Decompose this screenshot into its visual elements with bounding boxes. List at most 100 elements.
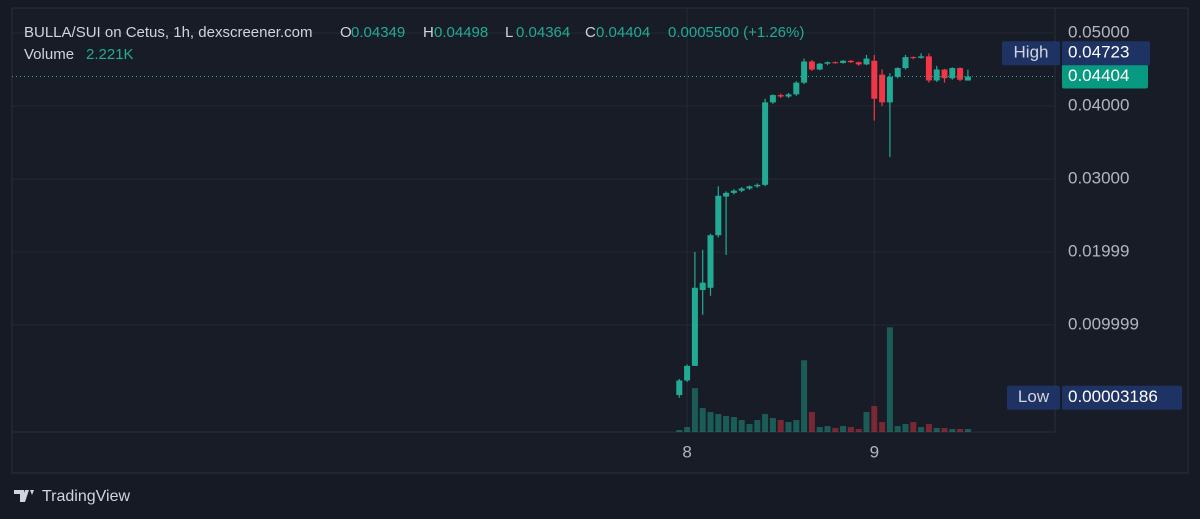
volume-bar [941,428,948,432]
candle-body [863,58,870,65]
candle-body [746,186,753,189]
volume-bar [918,427,925,432]
volume-bar [746,424,753,432]
candle-body [769,95,776,103]
y-tick-label: 0.009999 [1068,314,1139,333]
candle-body [824,62,831,64]
volume-bar [886,327,893,432]
high_marker-label: High [1014,43,1049,62]
low_marker-label: Low [1018,387,1050,406]
candle-body [925,56,932,81]
candle-body [738,188,745,191]
low_marker-tag [1007,385,1060,410]
volume-bar [738,420,745,432]
y-tick-label: 0.01999 [1068,242,1129,261]
y-tick-label: 0.04000 [1068,96,1129,115]
volume-bar [676,430,683,432]
candle-body [902,57,909,69]
candle-body [879,74,886,103]
price-badge [1062,64,1148,89]
candle-body [847,60,854,63]
high_marker-value-tag [1062,41,1150,66]
candle-body [793,82,800,95]
candle-body [754,184,761,187]
ohlc-value: 0.04404 [596,24,650,41]
change-value: 0.0005500 (+1.26%) [668,24,804,41]
x-tick-label: 9 [870,442,879,461]
candle-body [957,68,964,80]
candle-body [918,56,925,58]
x-tick-label: 8 [682,442,691,461]
volume-value: 2.221K [86,46,134,63]
volume-bar [691,388,698,432]
chart-frame [11,7,1189,474]
volume-bar [723,416,730,432]
volume-bar [754,420,761,432]
volume-bar [902,424,909,432]
candle-body [676,380,683,396]
volume-bar [879,422,886,432]
volume-bar [730,417,737,432]
price-badge-label: 0.04404 [1068,66,1129,85]
candle-body [871,60,878,99]
candle-body [707,235,714,288]
y-tick-label: 0.03000 [1068,168,1129,187]
volume-bar [801,360,808,432]
low_marker-value: 0.00003186 [1068,387,1158,406]
ohlc-letter: L [505,24,513,41]
volume-bar [816,427,823,432]
candle-body [684,365,691,381]
candle-body [816,63,823,70]
volume-title: Volume [24,46,74,63]
volume-bar [785,422,792,432]
volume-bar [840,426,847,432]
candle-body [715,195,722,236]
candle-body [886,76,893,103]
ohlc-value: 0.04349 [351,24,405,41]
candle-body [723,192,730,197]
high_marker-tag [1002,41,1060,66]
ohlc-value: 0.04498 [434,24,488,41]
brand-logo [14,490,34,502]
candle-body [777,95,784,97]
candle-body [840,60,847,63]
volume-bar [894,426,901,432]
candle-body [691,287,698,366]
candle-body [730,190,737,193]
volume-bar [777,420,784,432]
candle-body [964,76,971,81]
volume-bar [847,427,854,432]
volume-bar [832,428,839,432]
candle-body [699,282,706,290]
candle-body [941,69,948,79]
candle-body [894,68,901,77]
volume-bar [793,420,800,432]
ohlc-letter: C [585,24,596,41]
volume-bar [957,429,964,432]
volume-bar [808,412,815,432]
volume-bar [964,429,971,432]
chart-title: BULLA/SUI on Cetus, 1h, dexscreener.com [24,24,312,41]
volume-bar [949,429,956,432]
brand-name: TradingView [42,488,130,505]
y-tick-label: 0.05000 [1068,23,1129,42]
volume-bar [863,412,870,432]
candle-body [808,61,815,70]
volume-bar [684,427,691,432]
candle-body [933,69,940,81]
ohlc-value: 0.04364 [516,24,570,41]
brand: TradingView [14,488,130,505]
volume-bar [855,429,862,432]
candle-body [910,57,917,59]
volume-bar [699,408,706,432]
volume-bar [910,422,917,432]
volume-bar [769,418,776,432]
high_marker-value: 0.04723 [1068,43,1129,62]
candle-body [801,61,808,83]
volume-bar [707,412,714,432]
candle-body [832,62,839,64]
ohlc-letter: O [340,24,352,41]
volume-bar [871,406,878,432]
volume-bar [933,428,940,432]
